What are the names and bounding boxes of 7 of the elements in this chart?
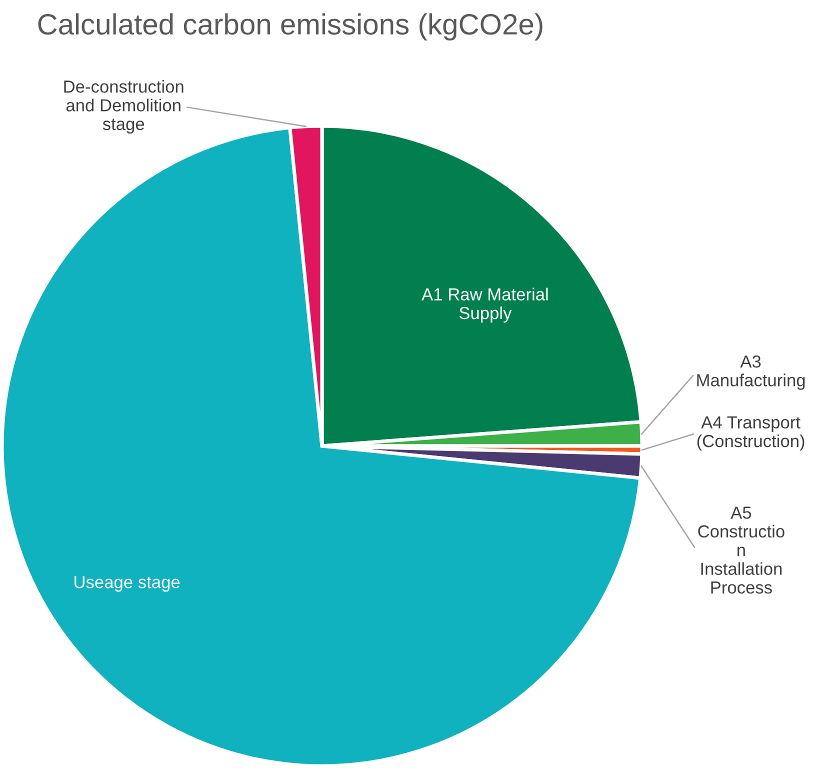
slice-label: A4 Transport (Construction): [697, 416, 804, 451]
chart-title: Calculated carbon emissions (kgCO2e): [38, 13, 542, 40]
slice-label: De-construction and Demolition stage: [64, 80, 184, 134]
slice-label: A3 Manufacturing: [697, 355, 805, 390]
slice-label: Useage stage: [74, 576, 180, 592]
slice-label: A1 Raw Material Supply: [422, 288, 548, 323]
slice-label: A5 Constructio n Installation Process: [698, 506, 784, 594]
